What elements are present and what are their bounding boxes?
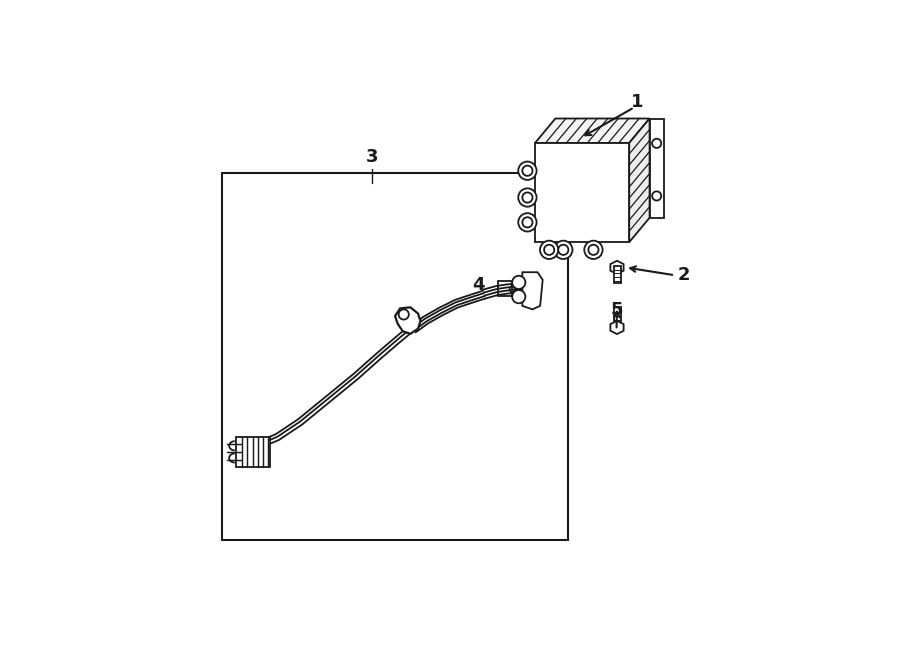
Circle shape [399, 309, 409, 319]
Circle shape [512, 276, 526, 289]
Text: 1: 1 [631, 93, 644, 111]
Text: 3: 3 [366, 148, 378, 166]
Circle shape [518, 161, 536, 180]
Circle shape [522, 217, 533, 227]
Text: 2: 2 [678, 266, 690, 284]
Text: 5: 5 [610, 301, 623, 319]
Circle shape [558, 245, 569, 255]
Text: 4: 4 [472, 276, 485, 294]
Polygon shape [650, 118, 664, 217]
Circle shape [589, 245, 598, 255]
Bar [498, 281, 512, 296]
Circle shape [544, 245, 554, 255]
Polygon shape [395, 307, 420, 334]
Circle shape [554, 241, 572, 259]
Polygon shape [610, 321, 624, 334]
Circle shape [518, 188, 536, 207]
Bar [614, 307, 621, 321]
Polygon shape [522, 272, 543, 309]
Bar [536, 143, 629, 242]
Bar [222, 173, 568, 540]
Polygon shape [236, 437, 270, 467]
Circle shape [652, 139, 662, 148]
Circle shape [512, 290, 526, 303]
Circle shape [540, 241, 558, 259]
Polygon shape [536, 118, 650, 143]
Bar [614, 266, 621, 283]
Circle shape [518, 214, 536, 231]
Circle shape [584, 241, 603, 259]
Circle shape [522, 166, 533, 176]
Polygon shape [629, 118, 650, 242]
Polygon shape [610, 261, 624, 274]
Circle shape [522, 192, 533, 203]
Circle shape [652, 191, 662, 200]
